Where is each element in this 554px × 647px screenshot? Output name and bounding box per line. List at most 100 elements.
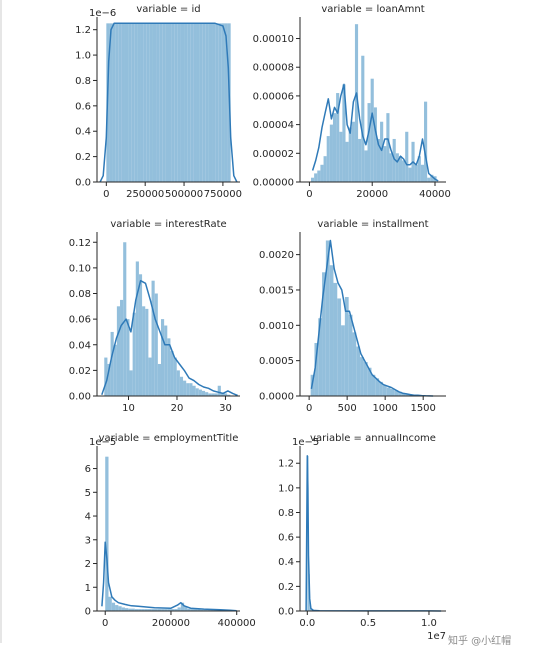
histogram-bar: [178, 607, 181, 611]
histogram-bar: [327, 136, 330, 182]
histogram-bar: [396, 153, 399, 182]
histogram-bar: [118, 606, 121, 611]
y-tick-label: 0.4: [75, 127, 91, 138]
histogram-bar: [147, 23, 150, 182]
histogram-bar: [116, 23, 119, 182]
y-tick-label: 0: [85, 607, 91, 618]
histogram-bar: [330, 125, 333, 182]
histogram-bar: [361, 56, 364, 182]
histogram-bar: [170, 351, 173, 396]
histogram-bar: [113, 23, 116, 182]
y-tick-label: 0.06: [69, 315, 91, 326]
histogram-bar: [408, 168, 411, 182]
facet-title: variable = employmentTitle: [99, 433, 239, 444]
histogram-bar: [205, 392, 208, 396]
y-tick-label: 3: [85, 535, 91, 546]
histogram-bar: [390, 389, 394, 396]
y-tick-label: 0.6: [75, 101, 91, 112]
histogram-bar: [341, 325, 345, 396]
y-offset-label: 1e−5: [292, 437, 319, 448]
histogram-bar: [155, 294, 158, 397]
histogram-bar: [346, 142, 349, 182]
histogram-bar: [399, 156, 402, 182]
x-tick-label: 0: [306, 189, 312, 200]
histogram-bar: [356, 347, 360, 396]
x-tick-label: 10: [122, 403, 135, 414]
histogram-bar: [150, 23, 153, 182]
y-tick-label: 0.12: [69, 238, 91, 249]
histogram-bar: [190, 23, 193, 182]
histogram-bar: [183, 381, 186, 396]
histogram-bar: [156, 23, 159, 182]
histogram-bar: [380, 122, 383, 182]
x-tick-label: 1.0: [421, 618, 437, 629]
y-tick-label: 0.0: [278, 607, 294, 618]
y-tick-label: 0.00008: [253, 63, 294, 74]
y-tick-label: 0.0005: [259, 356, 294, 367]
histogram-bar: [125, 23, 128, 182]
y-tick-label: 0.08: [69, 289, 91, 300]
histogram-bar: [134, 23, 137, 182]
x-tick-label: 200000: [152, 618, 190, 629]
histogram-bar: [212, 23, 215, 182]
y-tick-label: 1.0: [75, 51, 91, 62]
histogram-bar: [119, 23, 122, 182]
x-tick-label: 1500: [410, 403, 435, 414]
histogram-bar: [199, 390, 202, 396]
histogram-bar: [169, 23, 172, 182]
x-tick-label: 400000: [218, 618, 256, 629]
histogram-bar: [368, 103, 371, 182]
histogram-bar: [117, 306, 120, 396]
histogram-bar: [165, 23, 168, 182]
histogram-bar: [142, 306, 145, 396]
histogram-bar: [112, 603, 115, 611]
histogram-bar: [333, 113, 336, 182]
histogram-bar: [129, 370, 132, 396]
facet-title: variable = loanAmnt: [321, 4, 424, 15]
histogram-bar: [137, 23, 140, 182]
y-tick-label: 1.0: [278, 483, 294, 494]
x-tick-label: 0: [102, 618, 108, 629]
y-tick-label: 1: [85, 583, 91, 594]
y-tick-label: 2: [85, 559, 91, 570]
facet-panel-1: 0.000000.000020.000040.000060.000080.000…: [253, 4, 451, 200]
y-tick-label: 0.0010: [259, 321, 294, 332]
histogram-bar: [317, 171, 320, 182]
y-tick-label: 0.8: [278, 508, 294, 519]
y-tick-label: 0.0015: [259, 285, 294, 296]
x-offset-label: 1e7: [427, 631, 446, 642]
histogram-bar: [109, 597, 112, 611]
histogram-bar: [364, 362, 368, 396]
x-tick-label: 0.0: [299, 618, 315, 629]
y-tick-label: 0.2: [278, 582, 294, 593]
histogram-bar: [324, 156, 327, 182]
histogram-bar: [105, 457, 108, 611]
histogram-bar: [111, 332, 114, 396]
facet-title: variable = annualIncome: [310, 433, 436, 444]
y-tick-label: 0.00004: [253, 120, 294, 131]
histogram-bar: [330, 265, 334, 396]
histogram-bar: [349, 315, 353, 396]
histogram-bar: [203, 23, 206, 182]
y-tick-label: 0.0: [75, 178, 91, 189]
histogram-bar: [374, 107, 377, 182]
histogram-bar: [122, 23, 125, 182]
y-tick-label: 0.00002: [253, 149, 294, 160]
histogram-bar: [159, 23, 162, 182]
y-tick-label: 0.8: [75, 76, 91, 87]
y-tick-label: 1.2: [75, 25, 91, 36]
histogram-bar: [200, 23, 203, 182]
histogram-bar: [152, 281, 155, 396]
histogram-bar: [148, 358, 151, 396]
histogram-bar: [221, 23, 224, 182]
x-tick-label: 750000: [204, 189, 242, 200]
histogram-bar: [320, 165, 323, 182]
x-tick-label: 0.5: [360, 618, 376, 629]
histogram-bar: [164, 326, 167, 396]
histogram-bar: [192, 386, 195, 396]
histogram-bar: [153, 23, 156, 182]
y-tick-label: 6: [85, 464, 91, 475]
y-tick-label: 0.6: [278, 533, 294, 544]
histogram-bar: [184, 23, 187, 182]
